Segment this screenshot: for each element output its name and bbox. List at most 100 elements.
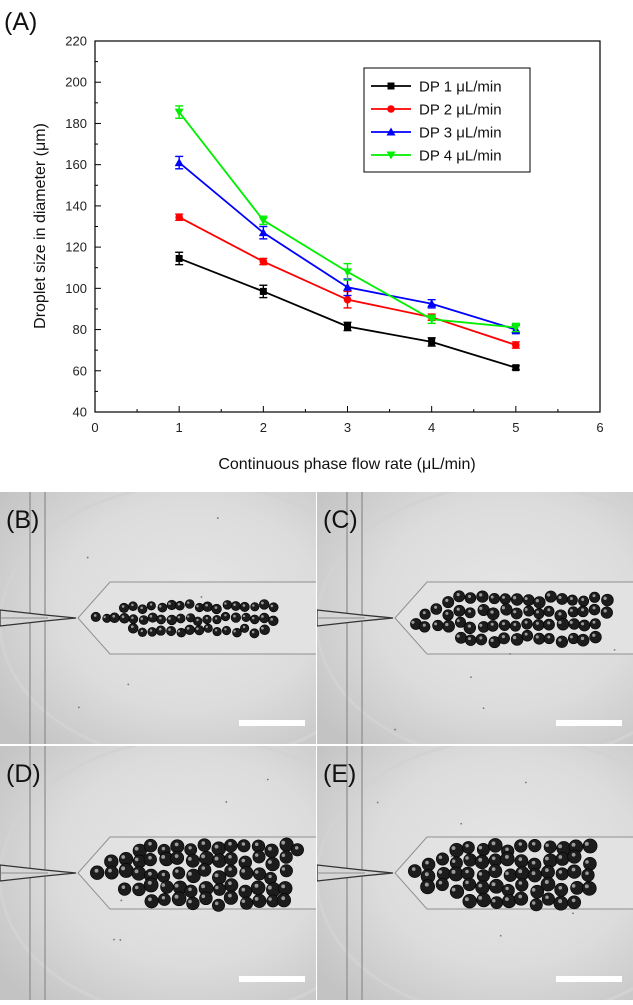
droplet-highlight xyxy=(214,606,218,609)
droplet-highlight xyxy=(558,620,562,625)
data-point xyxy=(427,315,437,324)
droplet xyxy=(250,880,266,896)
debris-speck xyxy=(499,934,502,937)
droplet xyxy=(90,865,105,880)
y-tick-label: 100 xyxy=(65,281,87,296)
droplet xyxy=(212,615,222,625)
data-point xyxy=(512,341,520,349)
droplet xyxy=(498,619,511,631)
droplet-highlight xyxy=(121,605,125,608)
droplet-highlight xyxy=(478,872,483,876)
debris-speck xyxy=(460,822,463,825)
droplet-highlight xyxy=(121,615,125,619)
droplet xyxy=(476,869,490,883)
droplet-highlight xyxy=(531,887,536,892)
droplet xyxy=(237,839,251,853)
droplet xyxy=(90,611,101,622)
droplet-highlight xyxy=(134,846,139,851)
droplet-highlight xyxy=(571,842,576,847)
droplet xyxy=(104,865,119,880)
droplet xyxy=(490,896,504,910)
droplet-highlight xyxy=(93,614,97,617)
droplet xyxy=(514,891,529,906)
droplet xyxy=(199,851,215,866)
droplet xyxy=(528,838,542,853)
droplet xyxy=(555,867,569,881)
droplet-highlight xyxy=(513,610,517,614)
droplet-highlight xyxy=(214,873,219,878)
droplet xyxy=(184,599,195,609)
micrograph-label: (E) xyxy=(323,760,356,788)
droplet-highlight xyxy=(584,841,589,846)
droplet-highlight xyxy=(445,598,449,602)
droplet-highlight xyxy=(112,614,116,618)
droplet-highlight xyxy=(148,871,152,876)
droplet-highlight xyxy=(478,895,483,900)
droplet-highlight xyxy=(505,847,509,852)
droplet-highlight xyxy=(121,885,126,889)
droplet-highlight xyxy=(505,871,509,876)
y-tick-label: 200 xyxy=(65,75,87,90)
legend-label: DP 2 μL/min xyxy=(419,102,502,119)
droplet-highlight xyxy=(524,596,528,601)
legend-label: DP 4 μL/min xyxy=(419,148,502,165)
droplet xyxy=(576,633,590,647)
droplet xyxy=(567,864,582,879)
droplet xyxy=(523,605,535,617)
droplet-highlight xyxy=(161,854,166,859)
droplet-highlight xyxy=(531,841,536,846)
droplet-highlight xyxy=(148,841,152,846)
droplet xyxy=(555,635,569,648)
droplet xyxy=(543,605,555,617)
droplet-highlight xyxy=(159,616,162,620)
droplet xyxy=(510,593,524,606)
droplet-highlight xyxy=(242,614,246,618)
droplet xyxy=(155,625,166,636)
droplet xyxy=(276,893,291,908)
droplet xyxy=(238,884,253,899)
debris-speck xyxy=(127,683,130,686)
droplet xyxy=(137,627,148,637)
droplet-highlight xyxy=(491,856,496,861)
data-point xyxy=(175,254,183,262)
droplet-highlight xyxy=(251,630,255,634)
droplet-highlight xyxy=(547,635,551,639)
droplet-highlight xyxy=(201,884,206,889)
x-tick-label: 3 xyxy=(344,420,351,435)
droplet-highlight xyxy=(174,883,179,888)
droplet-highlight xyxy=(121,866,126,871)
droplet xyxy=(582,838,598,854)
droplet xyxy=(475,633,488,646)
droplet-highlight xyxy=(544,856,549,861)
droplet xyxy=(186,896,200,911)
droplet xyxy=(143,852,157,867)
droplet-highlight xyxy=(490,622,494,626)
droplet-highlight xyxy=(205,616,209,620)
droplet-highlight xyxy=(547,621,551,625)
droplet xyxy=(533,608,545,620)
x-axis-label: Continuous phase flow rate (μL/min) xyxy=(218,456,475,473)
droplet xyxy=(567,895,582,910)
droplet xyxy=(567,606,579,618)
droplet-highlight xyxy=(518,881,523,885)
series-layer xyxy=(174,105,521,372)
droplet-highlight xyxy=(585,860,589,864)
droplet-highlight xyxy=(228,855,232,859)
droplet-highlight xyxy=(451,859,456,863)
droplet-highlight xyxy=(131,603,134,607)
droplet-highlight xyxy=(242,625,246,629)
droplet-highlight xyxy=(571,884,576,888)
droplet xyxy=(418,621,431,633)
droplet-highlight xyxy=(186,601,190,604)
axes: 0 1 2 3 4 5 6 40 60 80 100 120 140 160 180 200 220 xyxy=(65,34,603,436)
droplet-highlight xyxy=(196,618,199,622)
droplet xyxy=(421,857,436,872)
droplet xyxy=(509,620,521,632)
droplet xyxy=(240,896,254,910)
droplet-highlight xyxy=(501,622,506,626)
droplet xyxy=(184,843,198,856)
y-tick-label: 80 xyxy=(73,322,87,337)
droplet-highlight xyxy=(149,603,153,606)
droplet xyxy=(543,633,555,645)
droplet-highlight xyxy=(228,867,232,871)
